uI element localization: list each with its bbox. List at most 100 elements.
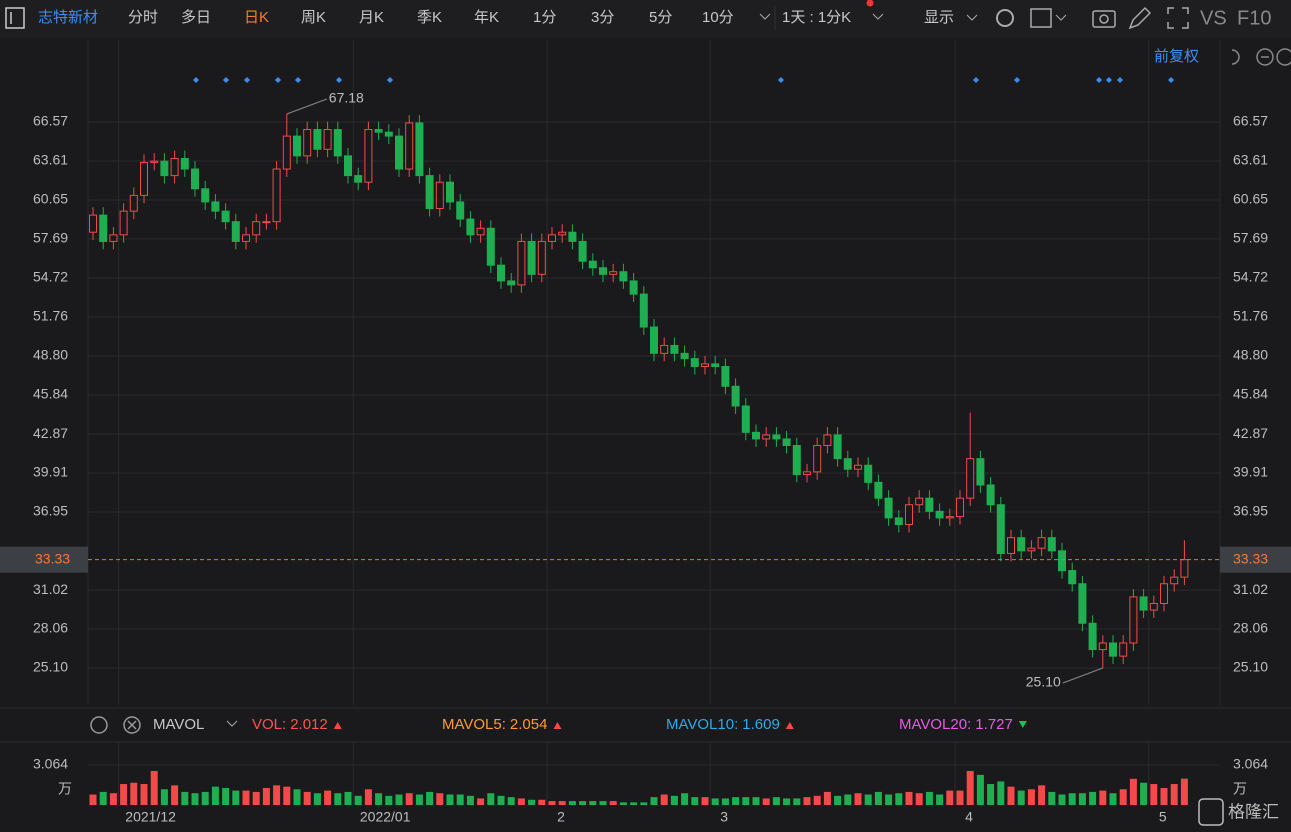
period-tab[interactable]: 1分 bbox=[533, 9, 556, 26]
volume-bar bbox=[487, 793, 495, 805]
period-tab[interactable]: 日K bbox=[244, 9, 269, 26]
volume-bar bbox=[783, 798, 791, 805]
fullscreen-icon[interactable] bbox=[1167, 7, 1189, 29]
layout-icon[interactable] bbox=[1030, 8, 1052, 28]
f10-button[interactable]: F10 bbox=[1237, 7, 1271, 29]
chevron[interactable] bbox=[1055, 14, 1067, 21]
candle-body bbox=[191, 168, 199, 190]
event-marker bbox=[295, 77, 301, 83]
period-tab[interactable]: 5分 bbox=[649, 9, 672, 26]
candle-body bbox=[395, 135, 403, 170]
candle-body bbox=[976, 458, 985, 486]
period-tab[interactable]: 多日 bbox=[181, 9, 211, 26]
camera-icon[interactable] bbox=[1092, 10, 1116, 28]
candle-body bbox=[344, 155, 352, 177]
volume-bar bbox=[171, 785, 179, 805]
chevron[interactable] bbox=[759, 13, 771, 20]
y-tick-label-right: 36.95 bbox=[1233, 503, 1268, 519]
period-tab[interactable]: 季K bbox=[417, 9, 442, 26]
chevron[interactable] bbox=[872, 13, 884, 20]
indicator-value: 2.054 bbox=[510, 716, 548, 733]
volume-bar bbox=[711, 798, 719, 805]
period-tab[interactable]: 10分 bbox=[702, 9, 734, 26]
volume-bar bbox=[1048, 791, 1056, 805]
volume-bar bbox=[181, 791, 189, 805]
candle-body bbox=[129, 194, 138, 212]
candle-body bbox=[456, 201, 465, 220]
candle-body bbox=[670, 344, 679, 354]
indicator-close[interactable] bbox=[123, 716, 141, 734]
period-tab[interactable]: 月K bbox=[359, 9, 384, 26]
candle-body bbox=[405, 122, 414, 170]
volume-bar bbox=[120, 784, 128, 805]
display-button[interactable]: 显示 bbox=[924, 9, 954, 26]
volume-bar bbox=[140, 784, 148, 805]
y-tick-label-right: 63.61 bbox=[1233, 152, 1268, 168]
candle-body bbox=[741, 405, 750, 433]
volume-bar bbox=[997, 781, 1005, 805]
volume-bar bbox=[1038, 785, 1046, 805]
indicator-label: MAVOL10: bbox=[666, 716, 738, 733]
volume-bar bbox=[1150, 784, 1158, 805]
candle-body bbox=[690, 358, 699, 368]
candle-body bbox=[803, 471, 811, 475]
vol-tick-label-right: 3.064 bbox=[1233, 756, 1268, 772]
period-tab[interactable]: 周K bbox=[301, 9, 326, 26]
settings-icon[interactable] bbox=[996, 9, 1014, 27]
y-tick-label: 36.95 bbox=[33, 503, 68, 519]
candle-body bbox=[1058, 550, 1066, 572]
volume-bar bbox=[517, 798, 525, 805]
zoom-out-icon[interactable] bbox=[1256, 48, 1274, 66]
y-tick-label-right: 39.91 bbox=[1233, 464, 1268, 480]
y-tick-label-right: 66.57 bbox=[1233, 113, 1268, 129]
indicator-close-x bbox=[127, 720, 137, 730]
candle-body bbox=[1129, 596, 1138, 644]
candle-body bbox=[986, 484, 995, 506]
chevron[interactable] bbox=[966, 14, 978, 21]
volume-bar bbox=[987, 784, 995, 805]
candle-body bbox=[1068, 570, 1077, 585]
y-tick-label-right: 51.76 bbox=[1233, 308, 1268, 324]
min-label: 25.10 bbox=[1026, 674, 1061, 690]
volume-bar bbox=[823, 791, 831, 805]
chevron[interactable] bbox=[226, 720, 238, 727]
interval-select[interactable]: 1天 : 1分K bbox=[782, 9, 851, 26]
volume-bar bbox=[1027, 789, 1035, 805]
y-tick-label-right: 45.84 bbox=[1233, 386, 1268, 402]
candle-body bbox=[996, 504, 1005, 554]
volume-bar bbox=[813, 795, 821, 805]
candle-body bbox=[660, 344, 669, 354]
volume-bar bbox=[548, 801, 556, 805]
vs-button[interactable]: VS bbox=[1200, 7, 1227, 29]
indicator-settings[interactable] bbox=[90, 716, 108, 734]
period-tab[interactable]: 3分 bbox=[591, 9, 614, 26]
volume-bar bbox=[874, 791, 882, 805]
period-tab[interactable]: 分时 bbox=[128, 9, 158, 26]
candle-body bbox=[211, 201, 220, 212]
menu-icon[interactable] bbox=[5, 7, 25, 29]
candle-body bbox=[507, 280, 516, 286]
candle-body bbox=[1109, 642, 1117, 657]
reset-icon[interactable] bbox=[1231, 49, 1240, 65]
volume-bar bbox=[334, 793, 342, 805]
zoom-in-icon[interactable] bbox=[1276, 48, 1291, 66]
volume-bar bbox=[222, 787, 230, 805]
volume-bar bbox=[640, 802, 648, 805]
max-leader bbox=[286, 98, 327, 115]
candle-body bbox=[701, 363, 709, 368]
volume-bar bbox=[528, 799, 536, 805]
volume-bar bbox=[405, 793, 413, 805]
adjust-button[interactable]: 前复权 bbox=[1154, 47, 1199, 65]
candle-body bbox=[854, 464, 862, 470]
x-tick-label: 3 bbox=[720, 809, 728, 825]
event-marker bbox=[275, 77, 281, 83]
draw-icon[interactable] bbox=[1128, 6, 1152, 30]
volume-bar bbox=[99, 791, 107, 805]
volume-bar bbox=[446, 794, 454, 805]
volume-bar bbox=[477, 798, 485, 805]
candle-body bbox=[721, 366, 730, 387]
candle-body bbox=[568, 231, 577, 242]
stock-name[interactable]: 志特新材 bbox=[38, 9, 98, 26]
candle-body bbox=[160, 160, 169, 177]
period-tab[interactable]: 年K bbox=[474, 9, 499, 26]
